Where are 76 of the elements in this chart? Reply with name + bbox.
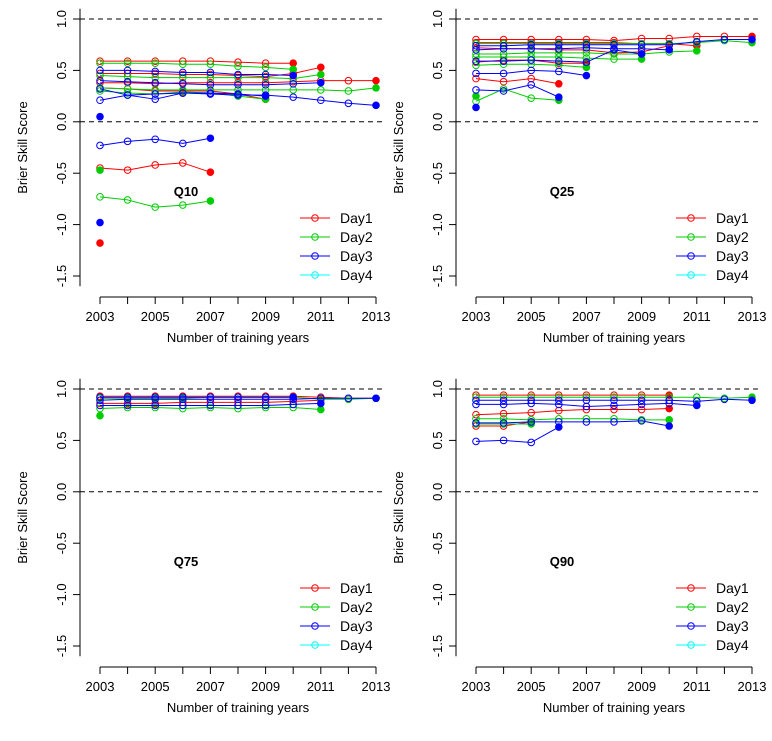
legend-label: Day4 bbox=[340, 267, 373, 283]
x-tick-label: 2011 bbox=[682, 679, 711, 694]
legend-label: Day1 bbox=[716, 210, 749, 226]
y-tick-label: -1.5 bbox=[430, 634, 445, 658]
legend-label: Day2 bbox=[716, 599, 749, 615]
x-tick-label: 2005 bbox=[140, 309, 170, 324]
legend-label: Day1 bbox=[716, 580, 749, 596]
x-axis-title: Number of training years bbox=[542, 700, 686, 715]
legend-label: Day1 bbox=[340, 210, 373, 226]
y-tick-label: 0.5 bbox=[430, 431, 445, 450]
annotation: Q25 bbox=[550, 184, 574, 199]
x-tick-label: 2005 bbox=[516, 679, 546, 694]
y-tick-label: -1.0 bbox=[430, 213, 445, 236]
y-tick-label: -1.5 bbox=[54, 264, 69, 288]
y-tick-label: -0.5 bbox=[430, 532, 445, 554]
legend-label: Day2 bbox=[340, 229, 373, 245]
legend-label: Day3 bbox=[340, 248, 373, 264]
x-tick-label: 2007 bbox=[196, 679, 225, 694]
x-axis-title: Number of training years bbox=[166, 330, 310, 345]
x-tick-label: 2009 bbox=[627, 309, 656, 324]
legend-label: Day3 bbox=[340, 618, 373, 634]
y-tick-label: 1.0 bbox=[54, 10, 69, 28]
x-tick-label: 2013 bbox=[362, 679, 390, 694]
x-tick-label: 2011 bbox=[306, 309, 335, 324]
x-tick-label: 2005 bbox=[140, 679, 170, 694]
y-axis-title: Brier Skill Score bbox=[15, 101, 30, 194]
x-tick-label: 2011 bbox=[306, 679, 335, 694]
x-tick-label: 2007 bbox=[572, 309, 601, 324]
x-tick-label: 2011 bbox=[682, 309, 711, 324]
annotation: Q90 bbox=[550, 554, 574, 569]
x-tick-label: 2009 bbox=[251, 679, 280, 694]
legend-label: Day2 bbox=[340, 599, 373, 615]
y-tick-label: -0.5 bbox=[54, 532, 69, 554]
y-tick-label: 0.5 bbox=[430, 61, 445, 80]
x-tick-label: 2007 bbox=[572, 679, 601, 694]
x-axis-title: Number of training years bbox=[166, 700, 310, 715]
x-axis-title: Number of training years bbox=[542, 330, 686, 345]
x-tick-label: 2009 bbox=[251, 309, 280, 324]
x-tick-label: 2009 bbox=[627, 679, 656, 694]
legend-label: Day4 bbox=[340, 637, 373, 653]
y-tick-label: 0.5 bbox=[54, 61, 69, 80]
y-tick-label: -1.5 bbox=[54, 634, 69, 658]
annotation: Q10 bbox=[174, 184, 198, 199]
legend-label: Day4 bbox=[716, 267, 749, 283]
y-tick-label: 0.5 bbox=[54, 431, 69, 450]
legend-label: Day3 bbox=[716, 248, 749, 264]
legend-label: Day3 bbox=[716, 618, 749, 634]
y-tick-label: -1.0 bbox=[54, 583, 69, 606]
y-tick-label: 1.0 bbox=[430, 380, 445, 398]
x-tick-label: 2007 bbox=[196, 309, 225, 324]
y-axis-title: Brier Skill Score bbox=[15, 471, 30, 564]
y-tick-label: -1.0 bbox=[430, 583, 445, 606]
x-tick-label: 2013 bbox=[738, 309, 766, 324]
legend-label: Day4 bbox=[716, 637, 749, 653]
legend-label: Day2 bbox=[716, 229, 749, 245]
x-tick-label: 2003 bbox=[86, 309, 114, 324]
annotation: Q75 bbox=[174, 554, 198, 569]
x-tick-label: 2013 bbox=[362, 309, 390, 324]
y-tick-label: -1.5 bbox=[430, 264, 445, 288]
y-tick-label: 0.0 bbox=[54, 112, 69, 131]
x-tick-label: 2013 bbox=[738, 679, 766, 694]
y-axis-title: Brier Skill Score bbox=[391, 471, 406, 564]
y-tick-label: -1.0 bbox=[54, 213, 69, 236]
legend-label: Day1 bbox=[340, 580, 373, 596]
y-tick-label: 0.0 bbox=[430, 482, 445, 501]
y-tick-label: -0.5 bbox=[54, 162, 69, 184]
y-tick-label: 0.0 bbox=[54, 482, 69, 501]
y-axis-title: Brier Skill Score bbox=[391, 101, 406, 194]
y-tick-label: 1.0 bbox=[430, 10, 445, 28]
x-tick-label: 2003 bbox=[86, 679, 114, 694]
y-tick-label: 0.0 bbox=[430, 112, 445, 131]
y-tick-label: 1.0 bbox=[54, 380, 69, 398]
x-tick-label: 2005 bbox=[516, 309, 546, 324]
y-tick-label: -0.5 bbox=[430, 162, 445, 184]
x-tick-label: 2003 bbox=[462, 309, 490, 324]
x-tick-label: 2003 bbox=[462, 679, 490, 694]
